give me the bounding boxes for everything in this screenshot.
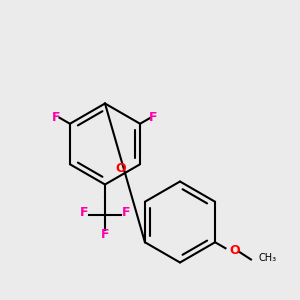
Text: F: F [122,206,130,220]
Text: F: F [52,111,61,124]
Text: O: O [230,244,240,257]
Text: O: O [115,162,126,175]
Text: F: F [149,111,158,124]
Text: CH₃: CH₃ [259,253,277,263]
Text: F: F [80,206,88,220]
Text: F: F [101,227,109,241]
